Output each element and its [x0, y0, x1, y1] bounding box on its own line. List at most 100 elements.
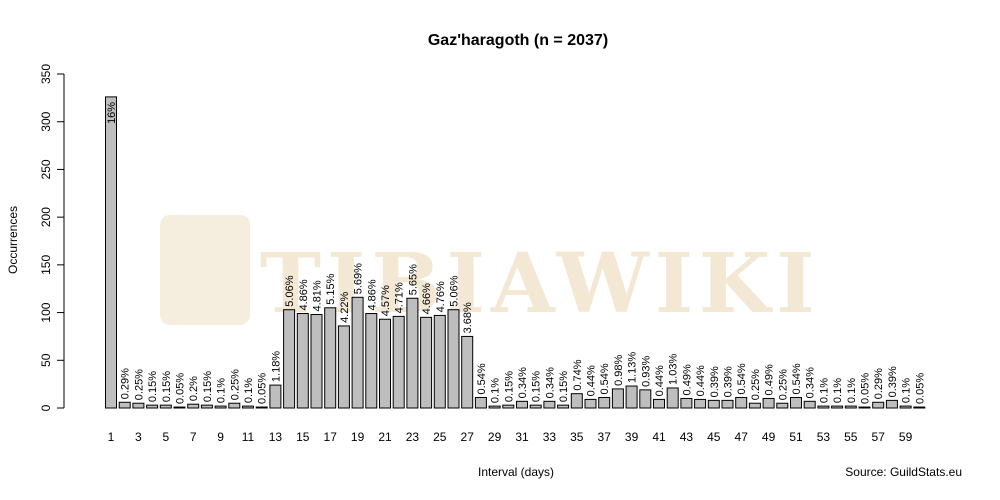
- bar-data-label: 0.93%: [640, 355, 652, 386]
- bar: [242, 405, 254, 409]
- bar-data-label: 0.25%: [777, 369, 789, 400]
- x-tick-label: 15: [296, 430, 310, 444]
- bar: [666, 387, 679, 409]
- watermark: TIBIAWIKI: [160, 215, 815, 332]
- x-tick-label: 31: [515, 430, 529, 444]
- bar-data-label: 0.74%: [572, 359, 584, 390]
- bar: [543, 400, 556, 409]
- bar: [680, 397, 693, 409]
- bar-data-label: 0.15%: [202, 371, 214, 402]
- bar: [913, 406, 926, 409]
- bar: [310, 313, 323, 409]
- bar: [885, 399, 898, 409]
- bar-data-label: 0.1%: [243, 378, 255, 403]
- bar-data-label: 5.69%: [353, 263, 365, 294]
- x-tick-label: 45: [707, 430, 721, 444]
- bar-data-label: 4.86%: [366, 279, 378, 310]
- x-tick-label: 51: [789, 430, 803, 444]
- x-tick-label: 33: [543, 430, 557, 444]
- x-tick-label: 23: [406, 430, 420, 444]
- bar-data-label: 0.98%: [613, 355, 625, 386]
- bar: [146, 404, 159, 409]
- y-tick-label: 150: [39, 255, 53, 275]
- bar: [762, 397, 775, 409]
- x-tick-label: 27: [461, 430, 475, 444]
- bar: [584, 398, 597, 409]
- bar-data-label: 5.15%: [325, 273, 337, 304]
- bar: [844, 405, 857, 409]
- bar-data-label: 0.44%: [695, 365, 707, 396]
- bar-data-label: 0.54%: [476, 363, 488, 394]
- bar: [159, 404, 172, 409]
- bar-labels: 16%0.29% 0.25% 0.15% 0.15% 0.05% 0.2% 0.15% 0.1…: [106, 102, 926, 404]
- x-tick-label: 11: [242, 430, 255, 444]
- x-tick-label: 59: [899, 430, 913, 444]
- bar: [420, 316, 433, 409]
- bar: [187, 403, 200, 409]
- bar-data-label: 0.15%: [147, 371, 159, 402]
- x-tick-label: 57: [872, 430, 886, 444]
- bar-data-label: 4.22%: [339, 292, 351, 323]
- x-tick-label: 29: [488, 430, 502, 444]
- bar-data-label: 4.66%: [421, 283, 433, 314]
- bar: [529, 404, 542, 409]
- bar: [214, 405, 227, 409]
- source-label: Source: GuildStats.eu: [845, 465, 962, 479]
- bar: [831, 405, 844, 409]
- bar-data-label: 0.15%: [503, 371, 515, 402]
- bar: [269, 384, 282, 409]
- x-tick-label: 3: [135, 430, 142, 444]
- y-axis: 0 50 100 150 200 250 300 350: [39, 64, 65, 411]
- x-tick-label: 49: [762, 430, 776, 444]
- bar-data-label: 0.05%: [914, 373, 926, 404]
- bar-data-label: 0.39%: [887, 366, 899, 397]
- bars: [105, 96, 926, 409]
- x-tick-label: 5: [162, 430, 169, 444]
- bar-data-label: 16%: [106, 102, 118, 124]
- bar: [557, 404, 570, 409]
- bar-data-label: 0.44%: [586, 365, 598, 396]
- y-axis-label: Occurrences: [6, 206, 20, 274]
- bar-data-label: 0.29%: [873, 368, 885, 399]
- y-tick-label: 200: [39, 207, 53, 227]
- bar: [365, 313, 378, 409]
- bar-data-label: 0.05%: [175, 373, 187, 404]
- bar-data-label: 0.49%: [764, 364, 776, 395]
- x-tick-label: 37: [598, 430, 612, 444]
- bar-data-label: 0.34%: [805, 367, 817, 398]
- bar: [447, 309, 460, 409]
- bar: [351, 296, 364, 409]
- bar-data-label: 0.1%: [818, 378, 830, 403]
- x-tick-label: 47: [735, 430, 749, 444]
- bar: [200, 404, 213, 409]
- y-tick-label: 100: [39, 302, 53, 322]
- bar-data-label: 5.06%: [449, 275, 461, 306]
- bar-data-label: 0.44%: [654, 365, 666, 396]
- bar-data-label: 0.49%: [681, 364, 693, 395]
- bar-data-label: 4.81%: [312, 280, 324, 311]
- bar-data-label: 0.1%: [846, 378, 858, 403]
- x-tick-label: 39: [625, 430, 639, 444]
- x-tick-label: 55: [844, 430, 858, 444]
- bar: [598, 397, 611, 409]
- x-tick-label: 17: [324, 430, 338, 444]
- bar: [707, 399, 720, 409]
- bar: [324, 307, 337, 409]
- bar: [817, 405, 830, 409]
- bar-data-label: 0.25%: [133, 369, 145, 400]
- bar: [639, 389, 652, 409]
- bar: [392, 315, 405, 409]
- bar-data-label: 0.05%: [860, 373, 872, 404]
- bar-data-label: 4.76%: [435, 281, 447, 312]
- bar-data-label: 5.65%: [407, 264, 419, 295]
- x-tick-label: 13: [269, 430, 283, 444]
- bar: [132, 402, 145, 409]
- y-tick-label: 0: [39, 404, 53, 411]
- bar: [406, 297, 419, 409]
- bar: [296, 313, 309, 409]
- bar-data-label: 0.54%: [599, 363, 611, 394]
- bar: [790, 397, 802, 409]
- bar-data-label: 0.34%: [517, 367, 529, 398]
- x-tick-labels: 1 3 5 7 9 11 13 15 17 19 21 23 25 27 29 31 33 35 37 39 41 43 4…: [108, 430, 913, 444]
